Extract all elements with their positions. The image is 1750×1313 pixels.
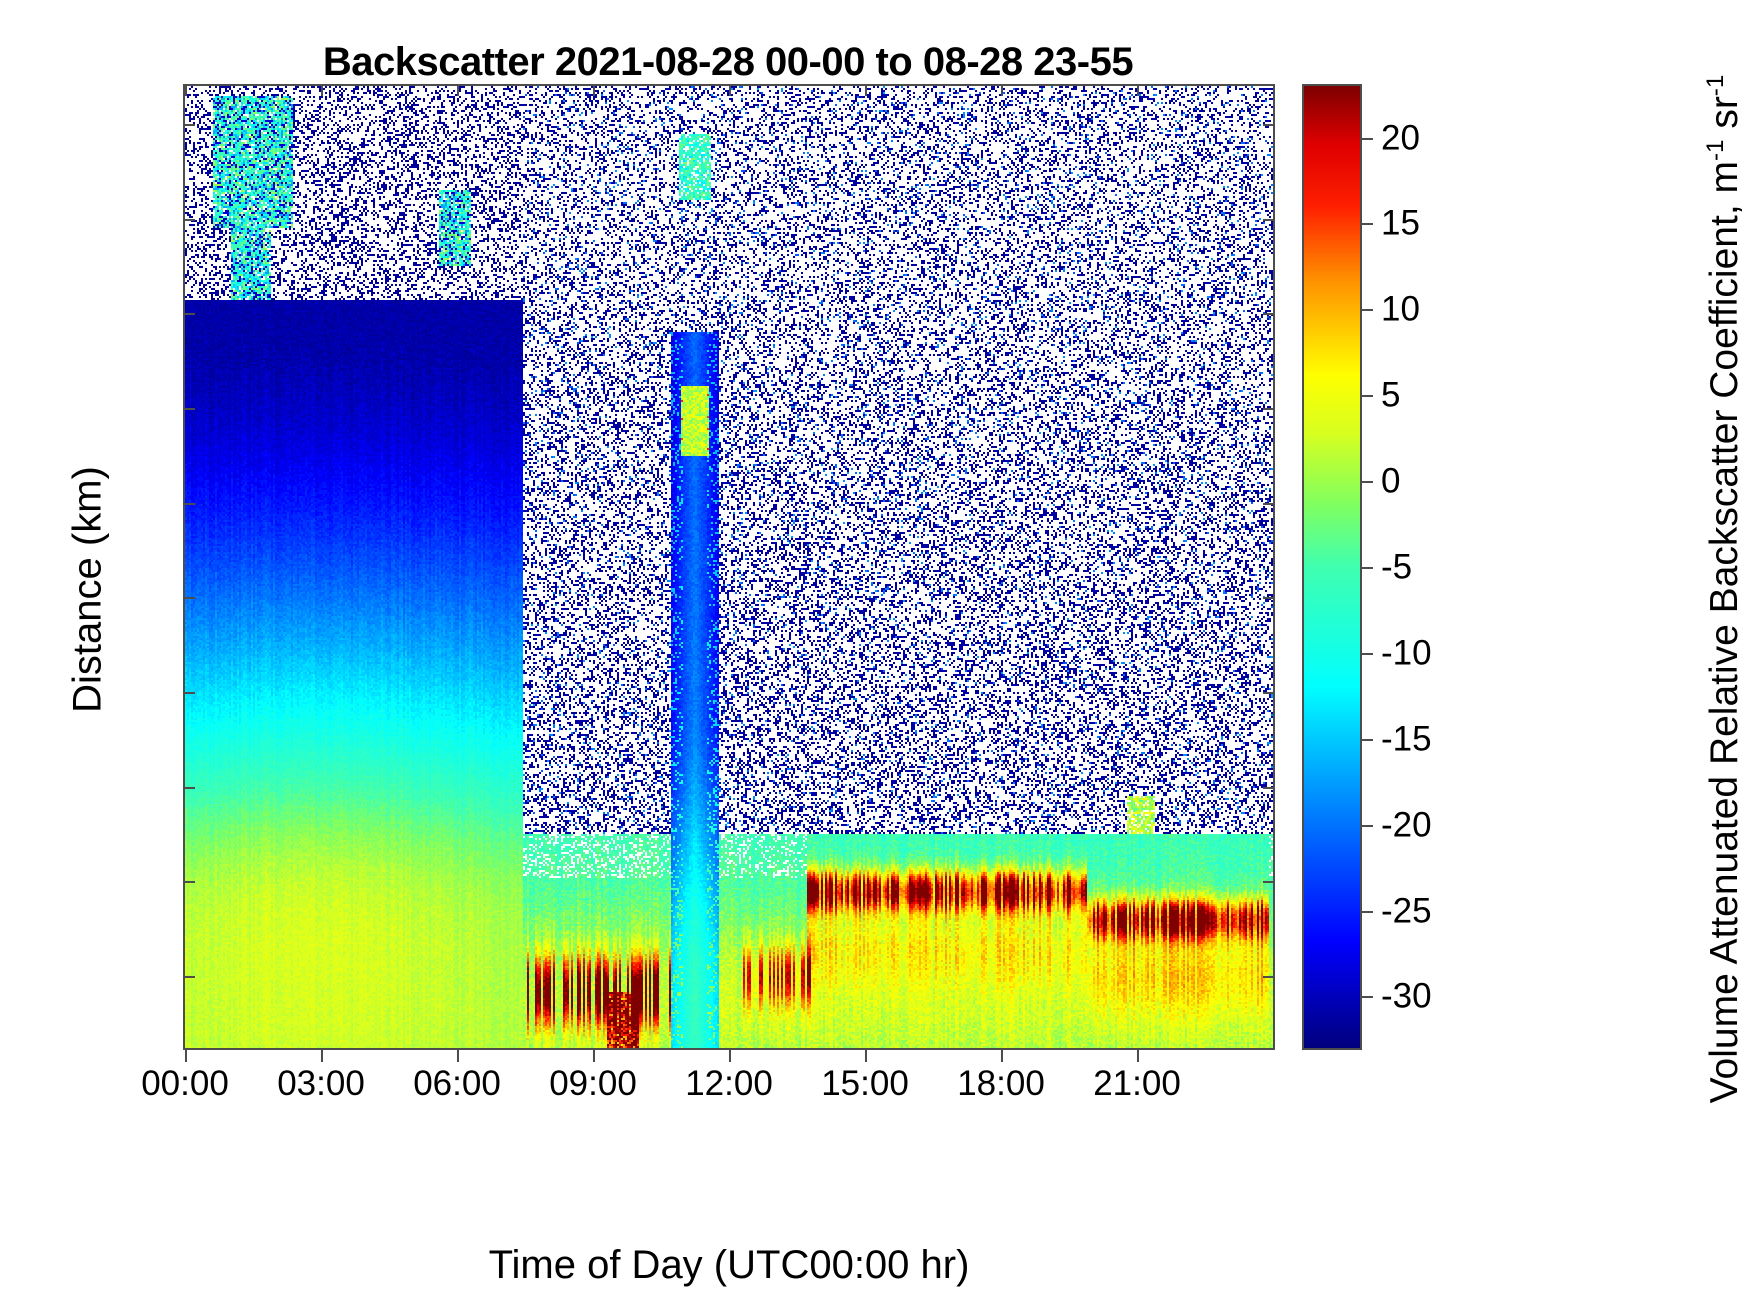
y-axis-label: Distance (km) [65,466,110,713]
y-tick-mark [183,502,195,505]
colorbar-tick-mark [1362,738,1373,741]
x-tick-mark [1137,1050,1139,1062]
x-tick-mark [457,1050,459,1062]
x-tick-mark-top [185,84,187,96]
heatmap-axes [183,84,1275,1050]
y-tick-mark-right [1263,218,1275,221]
colorbar-tick-label: -10 [1381,633,1432,673]
colorbar-tick-label: -20 [1381,805,1432,845]
colorbar-tick-label: -5 [1381,547,1413,587]
colorbar-tick-mark [1362,996,1373,999]
colorbar-tick-label: 5 [1381,375,1401,415]
y-tick-mark [183,881,195,884]
y-tick-mark-right [1263,691,1275,694]
x-tick-mark [1001,1050,1003,1062]
x-tick-mark-top [321,84,323,96]
y-tick-mark [183,976,195,979]
x-tick-label: 03:00 [277,1064,365,1103]
x-axis-label: Time of Day (UTC00:00 hr) [488,1243,970,1287]
y-tick-mark-right [1263,786,1275,789]
colorbar-tick-mark [1362,137,1373,140]
x-tick-label: 09:00 [549,1064,637,1103]
colorbar-tick-label: 0 [1381,461,1401,501]
colorbar-tick-mark [1362,223,1373,226]
y-tick-mark-right [1263,407,1275,410]
colorbar-gradient [1304,86,1360,1048]
y-tick-mark-right [1263,313,1275,316]
x-tick-mark-top [593,84,595,96]
x-tick-mark-top [1137,84,1139,96]
y-tick-mark-right [1263,976,1275,979]
y-tick-mark [183,597,195,600]
x-tick-mark [593,1050,595,1062]
page-title: Backscatter 2021-08-28 00-00 to 08-28 23… [322,40,1134,84]
x-tick-mark-top [865,84,867,96]
colorbar-tick-mark [1362,652,1373,655]
x-tick-mark [729,1050,731,1062]
y-tick-mark [183,407,195,410]
x-tick-label: 12:00 [685,1064,773,1103]
x-tick-mark [185,1050,187,1062]
y-tick-mark-right [1263,123,1275,126]
colorbar-tick-mark [1362,824,1373,827]
x-tick-mark-top [457,84,459,96]
x-tick-mark [321,1050,323,1062]
colorbar-tick-mark [1362,481,1373,484]
colorbar-tick-mark [1362,567,1373,569]
y-tick-mark-right [1263,502,1275,505]
y-tick-mark-right [1263,597,1275,600]
x-tick-mark [865,1050,867,1062]
colorbar-tick-mark [1362,309,1373,312]
x-tick-label: 21:00 [1093,1064,1181,1103]
y-tick-mark [183,218,195,221]
y-tick-mark [183,786,195,789]
colorbar-tick-mark [1362,395,1373,398]
y-tick-mark-right [1263,881,1275,884]
colorbar-tick-label: -30 [1381,976,1432,1016]
x-tick-mark-top [1001,84,1003,96]
colorbar [1302,84,1362,1050]
colorbar-tick-mark [1362,910,1373,913]
y-tick-mark [183,313,195,316]
colorbar-tick-label: -15 [1381,719,1432,759]
x-tick-label: 18:00 [957,1064,1045,1103]
colorbar-tick-label: 10 [1381,289,1420,329]
x-tick-label: 00:00 [141,1064,229,1103]
colorbar-tick-label: 20 [1381,118,1420,158]
x-tick-label: 06:00 [413,1064,501,1103]
x-tick-mark-top [729,84,731,96]
x-tick-label: 15:00 [821,1064,909,1103]
y-tick-mark [183,691,195,694]
colorbar-label: Volume Attenuated Relative Backscatter C… [1702,74,1746,1104]
colorbar-tick-label: 15 [1381,203,1420,243]
backscatter-heatmap [185,86,1273,1048]
y-tick-mark [183,123,195,126]
colorbar-tick-label: -25 [1381,891,1432,931]
